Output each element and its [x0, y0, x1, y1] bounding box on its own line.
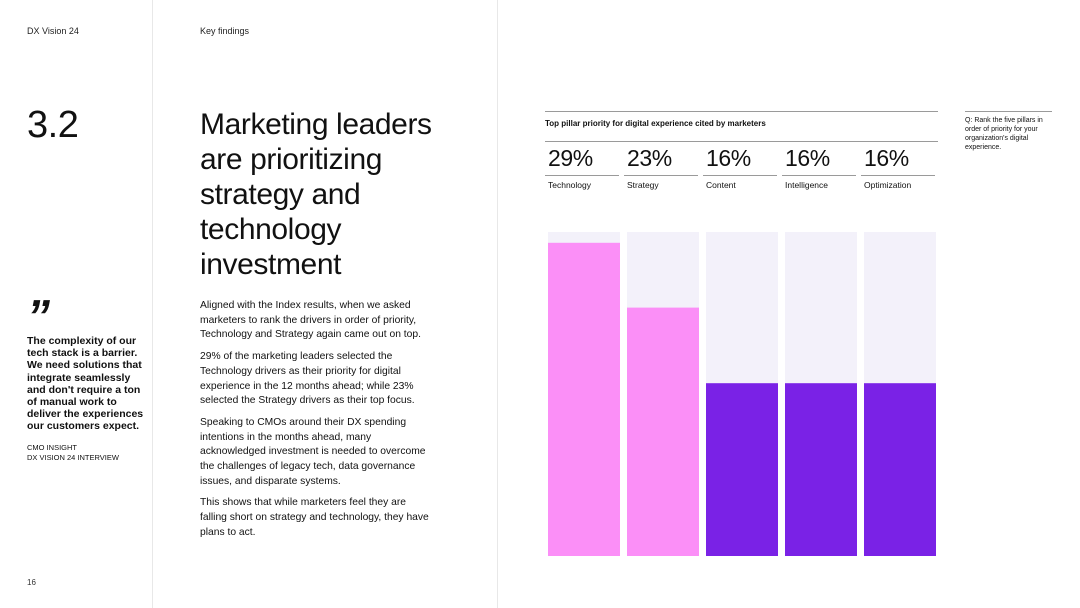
chart-title: Top pillar priority for digital experien… [545, 119, 766, 128]
bar-strategy [627, 307, 699, 556]
section-number: 3.2 [27, 104, 79, 146]
bar-technology [548, 242, 620, 557]
body-paragraph-3: Speaking to CMOs around their DX spendin… [200, 416, 426, 487]
column-rule-strategy [624, 175, 698, 176]
category-label-content: Content [706, 180, 736, 190]
body-paragraph-1: Aligned with the Index results, when we … [200, 300, 421, 341]
left-column-divider [152, 0, 153, 608]
quote-icon: ” [27, 290, 50, 342]
body-paragraph-4: This shows that while marketers feel the… [200, 497, 429, 538]
center-column-divider [497, 0, 498, 608]
value-label-strategy: 23% [627, 145, 672, 171]
column-rule-content [703, 175, 777, 176]
chart-header-rule [545, 141, 938, 142]
brand-label: DX Vision 24 [27, 26, 79, 36]
value-label-technology: 29% [548, 145, 593, 171]
bar-chart [548, 232, 936, 557]
category-label-technology: Technology [548, 180, 592, 190]
category-label-intelligence: Intelligence [785, 180, 829, 190]
category-label-strategy: Strategy [627, 180, 659, 190]
column-rule-technology [545, 175, 619, 176]
column-rule-optimization [861, 175, 935, 176]
survey-question-note: Q: Rank the five pillars in order of pri… [965, 117, 1043, 151]
value-label-optimization: 16% [864, 145, 909, 171]
quote-source-line-2: DX Vision 24 Interview [27, 453, 119, 462]
pull-quote-text: The complexity of our tech stack is a ba… [27, 335, 144, 433]
value-label-intelligence: 16% [785, 145, 830, 171]
bar-intelligence [785, 383, 857, 556]
category-label-optimization: Optimization [864, 180, 912, 190]
question-rule [965, 111, 1052, 112]
bar-content [706, 383, 778, 556]
chart-top-rule [545, 111, 938, 112]
column-rule-intelligence [782, 175, 856, 176]
body-text: Aligned with the Index results, when we … [200, 299, 435, 548]
quote-source-line-1: CMO Insight [27, 443, 77, 452]
body-paragraph-2: 29% of the marketing leaders selected th… [200, 351, 415, 407]
section-label: Key findings [200, 26, 250, 36]
page-number: 16 [27, 578, 36, 587]
quote-source: CMO Insight DX Vision 24 Interview [27, 443, 119, 463]
bar-optimization [864, 383, 936, 556]
page-title: Marketing leaders are prioritizing strat… [200, 108, 432, 281]
value-label-content: 16% [706, 145, 751, 171]
